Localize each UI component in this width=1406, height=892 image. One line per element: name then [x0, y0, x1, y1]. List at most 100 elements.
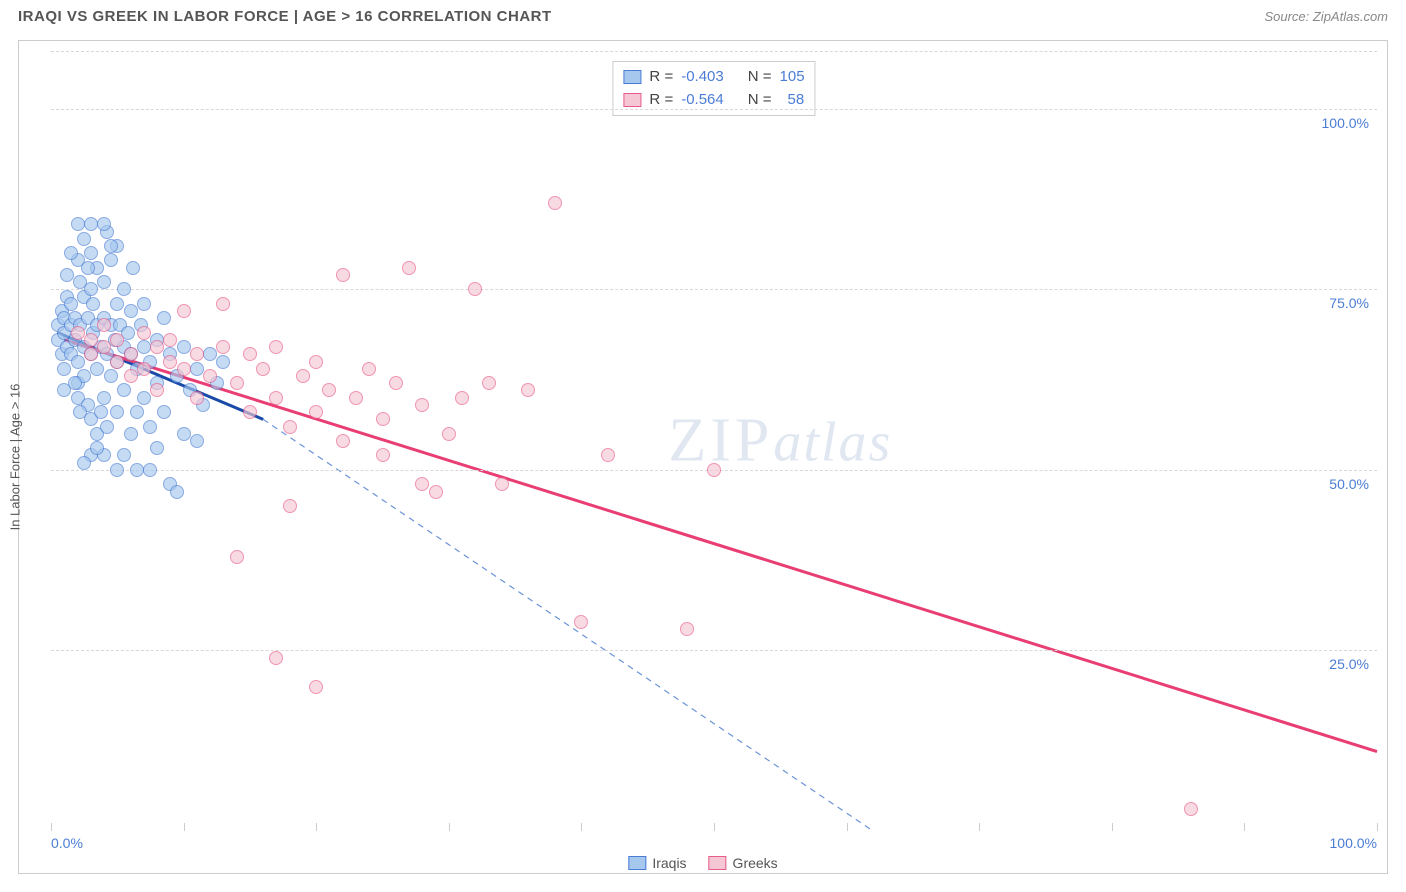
scatter-point [269, 391, 283, 405]
scatter-point [442, 427, 456, 441]
scatter-point [190, 362, 204, 376]
scatter-point [84, 246, 98, 260]
scatter-point [203, 369, 217, 383]
scatter-point [71, 217, 85, 231]
gridline [51, 650, 1377, 651]
scatter-point [296, 369, 310, 383]
correlation-row: R = -0.403 N = 105 [623, 66, 804, 89]
scatter-point [84, 217, 98, 231]
gridline [51, 289, 1377, 290]
scatter-point [64, 297, 78, 311]
gridline [51, 109, 1377, 110]
scatter-point [71, 355, 85, 369]
x-axis: 0.0% 100.0% [51, 831, 1377, 851]
x-tick [316, 823, 317, 831]
scatter-point [429, 485, 443, 499]
scatter-point [495, 477, 509, 491]
scatter-point [71, 326, 85, 340]
scatter-point [309, 680, 323, 694]
x-tick-label-min: 0.0% [51, 835, 83, 851]
correlation-row: R = -0.564 N = 58 [623, 89, 804, 112]
swatch-icon [623, 70, 641, 84]
scatter-point [455, 391, 469, 405]
scatter-point [124, 427, 138, 441]
legend-label: Greeks [733, 855, 778, 871]
scatter-point [190, 391, 204, 405]
y-axis-label: In Labor Force | Age > 16 [8, 384, 23, 531]
scatter-point [230, 376, 244, 390]
scatter-point [1184, 802, 1198, 816]
scatter-point [57, 362, 71, 376]
scatter-point [243, 405, 257, 419]
scatter-point [104, 253, 118, 267]
scatter-point [170, 485, 184, 499]
scatter-point [104, 239, 118, 253]
scatter-point [415, 398, 429, 412]
scatter-point [117, 282, 131, 296]
plot-area: ZIPatlas R = -0.403 N = 105 R = -0.564 N… [51, 51, 1377, 831]
trendline-extrapolated [263, 419, 873, 831]
scatter-point [177, 304, 191, 318]
scatter-point [402, 261, 416, 275]
scatter-point [137, 297, 151, 311]
scatter-point [349, 391, 363, 405]
scatter-point [84, 333, 98, 347]
scatter-point [97, 217, 111, 231]
equals-label: = [763, 91, 772, 108]
legend-label: Iraqis [652, 855, 686, 871]
trendlines-layer [51, 51, 1377, 831]
x-tick [979, 823, 980, 831]
x-tick [581, 823, 582, 831]
scatter-point [163, 333, 177, 347]
scatter-point [94, 405, 108, 419]
scatter-point [97, 391, 111, 405]
x-tick [1377, 823, 1378, 831]
swatch-icon [623, 93, 641, 107]
scatter-point [124, 369, 138, 383]
scatter-point [57, 383, 71, 397]
scatter-point [468, 282, 482, 296]
scatter-point [97, 318, 111, 332]
series-legend: Iraqis Greeks [628, 855, 777, 871]
scatter-point [243, 347, 257, 361]
scatter-point [64, 246, 78, 260]
x-tick [714, 823, 715, 831]
scatter-point [117, 383, 131, 397]
scatter-point [548, 196, 562, 210]
x-tick [847, 823, 848, 831]
scatter-point [150, 441, 164, 455]
scatter-point [601, 448, 615, 462]
y-tick-label: 100.0% [1322, 115, 1369, 131]
scatter-point [230, 550, 244, 564]
equals-label: = [763, 68, 772, 85]
scatter-point [150, 383, 164, 397]
scatter-point [137, 326, 151, 340]
scatter-point [203, 347, 217, 361]
scatter-point [143, 420, 157, 434]
scatter-point [60, 268, 74, 282]
scatter-point [336, 268, 350, 282]
scatter-point [177, 427, 191, 441]
scatter-point [389, 376, 403, 390]
swatch-icon [628, 856, 646, 870]
x-tick-label-max: 100.0% [1330, 835, 1377, 851]
n-label: N [748, 68, 759, 85]
scatter-point [110, 405, 124, 419]
scatter-point [269, 651, 283, 665]
scatter-point [104, 369, 118, 383]
y-tick-label: 75.0% [1329, 295, 1369, 311]
scatter-point [362, 362, 376, 376]
correlation-legend: R = -0.403 N = 105 R = -0.564 N = 58 [612, 61, 815, 116]
scatter-point [84, 347, 98, 361]
legend-item: Iraqis [628, 855, 686, 871]
trendline [64, 340, 1377, 752]
scatter-point [216, 297, 230, 311]
scatter-point [680, 622, 694, 636]
scatter-point [117, 448, 131, 462]
scatter-point [81, 261, 95, 275]
gridline [51, 51, 1377, 52]
scatter-point [130, 463, 144, 477]
scatter-point [216, 340, 230, 354]
x-tick [1244, 823, 1245, 831]
scatter-point [77, 232, 91, 246]
